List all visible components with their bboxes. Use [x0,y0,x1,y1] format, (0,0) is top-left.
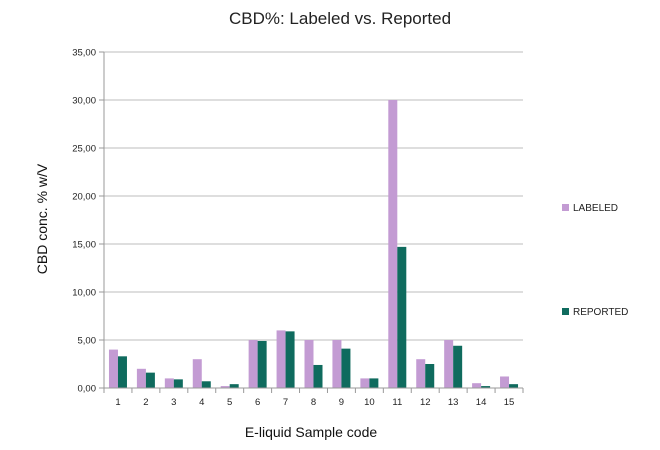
x-tick-label: 10 [364,397,375,408]
y-tick-label: 30,00 [72,96,96,107]
bar-labeled-8 [304,340,314,388]
bar-reported-7 [285,331,295,388]
bar-labeled-4 [192,359,202,388]
bar-reported-15 [509,384,519,388]
x-tick-label: 2 [143,397,148,408]
bar-labeled-5 [220,386,230,388]
legend-label-labeled: LABELED [573,203,618,214]
bar-labeled-12 [416,359,426,388]
bar-reported-14 [481,386,491,388]
x-tick-label: 7 [283,397,288,408]
bar-labeled-6 [248,340,258,388]
bar-reported-10 [369,378,379,388]
bar-reported-6 [257,340,267,388]
y-tick-label: 15,00 [72,240,96,251]
bar-reported-1 [117,356,127,388]
chart-title: CBD%: Labeled vs. Reported [229,9,451,28]
x-tick-label: 9 [339,397,344,408]
bar-labeled-15 [500,376,510,388]
x-axis-ticks: 1 2 3 4 5 6 7 8 9 10 11 12 13 14 15 [103,388,524,408]
x-axis-title: E-liquid Sample code [245,424,378,440]
x-tick-label: 4 [199,397,204,408]
legend: LABELED REPORTED [562,203,628,318]
grid [104,51,523,389]
x-tick-label: 11 [392,397,402,408]
bar-labeled-14 [472,383,482,388]
bar-labeled-3 [164,378,174,388]
bar-labeled-2 [136,368,146,388]
y-tick-label: 35,00 [72,48,96,59]
bar-labeled-13 [444,340,454,388]
bar-reported-8 [313,364,323,388]
x-tick-label: 1 [115,397,120,408]
x-tick-label: 15 [504,397,515,408]
bar-labeled-10 [360,378,370,388]
bar-labeled-1 [108,349,118,388]
y-tick-label: 5,00 [78,336,97,347]
x-tick-label: 12 [420,397,431,408]
bar-reported-2 [145,372,155,388]
y-tick-label: 25,00 [72,144,96,155]
y-tick-label: 0,00 [78,384,97,395]
legend-swatch-reported [562,308,569,315]
bars [108,100,519,388]
legend-label-reported: REPORTED [573,307,628,318]
x-tick-label: 14 [476,397,487,408]
bar-reported-9 [341,348,351,388]
x-tick-label: 8 [311,397,316,408]
bar-labeled-11 [388,100,398,388]
bar-labeled-9 [332,340,342,388]
bar-reported-12 [425,364,435,388]
bar-reported-13 [453,345,463,388]
bar-reported-3 [173,379,183,388]
bar-reported-11 [397,246,407,388]
y-tick-label: 10,00 [72,288,96,299]
y-axis-title: CBD conc. % w/V [34,163,50,274]
x-tick-label: 6 [255,397,260,408]
x-tick-label: 13 [448,397,459,408]
y-tick-label: 20,00 [72,192,96,203]
bar-reported-4 [201,381,211,388]
y-axis-ticks: 0,00 5,00 10,00 15,00 20,00 25,00 30,00 35,00 [72,48,104,395]
bar-labeled-7 [276,330,286,388]
x-tick-label: 3 [171,397,176,408]
bar-reported-5 [229,384,239,388]
legend-swatch-labeled [562,204,569,211]
x-tick-label: 5 [227,397,232,408]
